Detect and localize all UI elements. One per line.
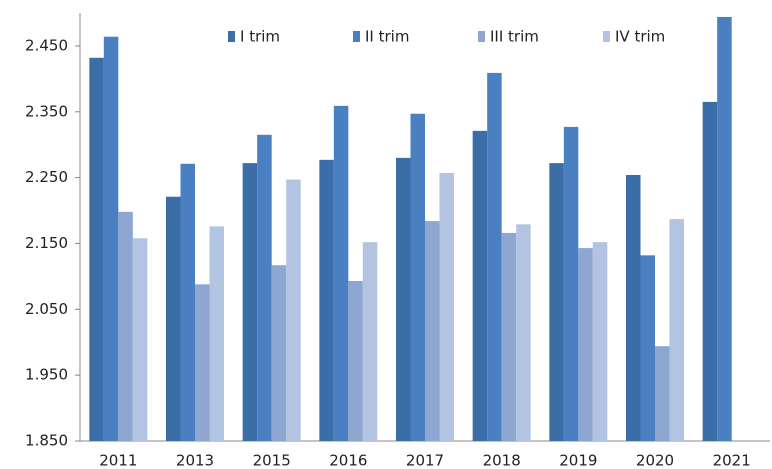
x-tick-label: 2015: [253, 452, 291, 469]
bar: [195, 284, 210, 441]
y-tick-label: 2.350: [25, 102, 68, 120]
legend-label: IV trim: [615, 28, 665, 46]
y-tick-label: 2.450: [25, 36, 68, 54]
y-tick-label: 2.050: [25, 300, 68, 318]
bar: [425, 221, 440, 441]
bar: [166, 196, 181, 441]
bar: [209, 226, 224, 441]
bar: [103, 36, 119, 441]
legend-swatch: [228, 31, 235, 42]
y-tick-label: 2.150: [25, 234, 68, 252]
bar: [257, 134, 272, 442]
x-tick-label: 2013: [176, 452, 214, 469]
y-tick-label: 1.850: [25, 432, 68, 450]
legend-label: II trim: [365, 28, 409, 46]
x-tick-label: 2016: [329, 452, 367, 469]
y-tick-label: 1.950: [25, 366, 68, 384]
bar: [702, 101, 718, 442]
bar: [242, 163, 258, 442]
bar: [118, 211, 133, 441]
bar: [501, 232, 517, 441]
bar: [333, 105, 349, 441]
bar: [563, 126, 579, 441]
x-tick-label: 2020: [636, 452, 674, 469]
bar: [286, 179, 301, 442]
legend-label: III trim: [490, 28, 539, 46]
bar: [655, 346, 670, 441]
bar: [516, 224, 531, 441]
x-tick-label: 2021: [713, 452, 751, 469]
bar: [362, 242, 378, 441]
y-tick-label: 2.250: [25, 168, 68, 186]
bar: [319, 159, 334, 442]
bar: [578, 248, 593, 441]
bar: [549, 163, 564, 442]
legend-label: I trim: [240, 28, 280, 46]
x-tick-label: 2018: [483, 452, 521, 469]
bar: [669, 219, 684, 441]
bar: [640, 255, 655, 441]
bar: [487, 72, 502, 442]
legend-swatch: [353, 31, 360, 42]
bar: [626, 174, 641, 441]
legend-swatch: [603, 31, 610, 42]
x-tick-label: 2011: [99, 452, 137, 469]
x-tick-label: 2019: [559, 452, 597, 469]
bar: [396, 157, 411, 441]
bar: [410, 113, 425, 441]
legend-swatch: [478, 31, 485, 42]
bar: [717, 16, 732, 441]
bar: [439, 173, 454, 441]
bar: [592, 242, 608, 441]
bar: [271, 265, 287, 441]
bar: [180, 163, 195, 441]
bar: [472, 130, 488, 441]
bar: [132, 238, 148, 441]
bar: [348, 280, 363, 441]
x-tick-label: 2017: [406, 452, 444, 469]
bar: [89, 57, 104, 441]
